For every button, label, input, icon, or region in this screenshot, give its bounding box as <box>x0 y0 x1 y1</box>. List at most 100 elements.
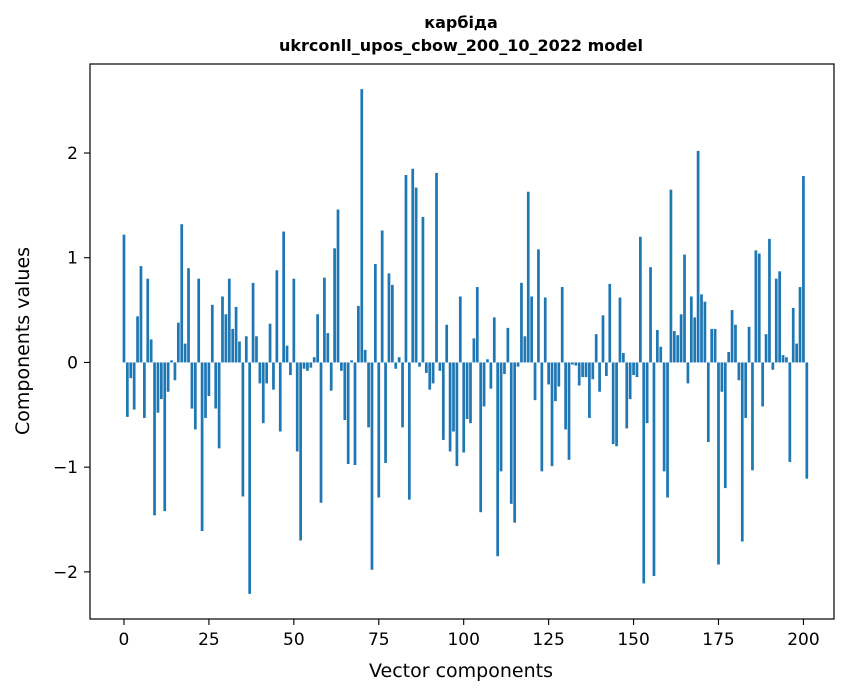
bar <box>509 362 513 504</box>
bar <box>744 362 748 418</box>
bar <box>526 191 530 363</box>
bar <box>146 278 150 363</box>
bar <box>693 317 697 363</box>
bar <box>136 316 139 363</box>
bar <box>499 362 503 472</box>
bar <box>159 362 163 400</box>
bar <box>374 264 377 363</box>
bar <box>581 362 584 378</box>
bar <box>462 362 466 453</box>
bar <box>326 333 330 363</box>
bar <box>458 296 462 363</box>
bar <box>329 362 333 391</box>
bar <box>122 234 126 363</box>
bar <box>149 339 153 363</box>
y-tick-label: 1 <box>67 249 78 269</box>
bar <box>333 248 336 363</box>
bar <box>299 362 302 541</box>
y-tick-label: −2 <box>53 563 78 583</box>
bar <box>530 296 533 363</box>
bar <box>210 304 214 363</box>
bar <box>751 362 754 471</box>
bar <box>170 360 173 363</box>
y-axis-label: Components values <box>12 247 34 435</box>
bar <box>166 362 170 392</box>
bar <box>153 362 156 516</box>
bar <box>272 362 275 390</box>
bar <box>129 362 133 379</box>
bar <box>591 362 595 380</box>
x-tick-label: 175 <box>702 630 734 650</box>
x-tick-label: 125 <box>532 630 564 650</box>
bar <box>696 150 700 363</box>
bar <box>292 278 296 363</box>
bar <box>672 331 676 363</box>
bar <box>143 362 146 418</box>
bar <box>717 362 720 565</box>
bar <box>306 362 309 371</box>
bar <box>248 362 252 594</box>
bar <box>353 362 357 466</box>
bar <box>214 362 218 409</box>
bar <box>520 282 523 363</box>
bar <box>506 327 510 363</box>
bar <box>401 362 404 428</box>
bar <box>452 362 455 432</box>
bar <box>608 283 612 363</box>
bar <box>611 362 615 445</box>
x-tick-label: 0 <box>119 630 130 650</box>
bar <box>666 362 669 498</box>
bar <box>421 216 425 363</box>
bar <box>689 296 693 363</box>
bar <box>788 362 792 462</box>
bar <box>241 362 245 497</box>
bar <box>720 362 724 392</box>
bar <box>424 362 428 373</box>
bar <box>622 353 625 363</box>
bar <box>605 362 608 377</box>
bar <box>295 362 299 452</box>
bar <box>336 209 340 363</box>
bar <box>785 357 788 363</box>
bar <box>414 187 418 363</box>
bar <box>618 297 622 363</box>
chart-title: карбіда <box>424 13 497 32</box>
bar <box>350 360 353 363</box>
bar <box>764 334 768 363</box>
bar <box>448 362 452 452</box>
bar <box>615 362 618 447</box>
bar <box>554 362 557 402</box>
bar <box>802 176 805 363</box>
bar <box>193 362 197 430</box>
bar <box>312 357 316 363</box>
bar <box>798 287 802 363</box>
bar <box>323 277 326 363</box>
bar <box>441 362 445 440</box>
bar <box>391 284 394 363</box>
bar <box>669 189 673 363</box>
bar <box>676 335 680 363</box>
bar <box>469 362 472 424</box>
bar <box>805 362 809 479</box>
bar <box>625 362 629 429</box>
chart-subtitle: ukrconll_upos_cbow_200_10_2022 model <box>279 36 643 55</box>
bar <box>275 270 279 363</box>
bar <box>251 282 255 363</box>
bar <box>455 362 459 467</box>
bar <box>588 362 591 418</box>
bar <box>200 362 204 532</box>
bar <box>486 359 489 363</box>
bar <box>255 336 258 363</box>
bar <box>363 349 367 363</box>
bar <box>757 253 761 363</box>
bar <box>261 362 265 424</box>
bar <box>428 362 432 390</box>
bars-group <box>122 89 809 594</box>
bar <box>268 323 272 363</box>
bar <box>132 362 136 410</box>
bar <box>475 287 479 363</box>
x-tick-label: 150 <box>617 630 649 650</box>
bar <box>190 362 194 409</box>
bar <box>737 362 741 381</box>
bar <box>482 362 486 407</box>
